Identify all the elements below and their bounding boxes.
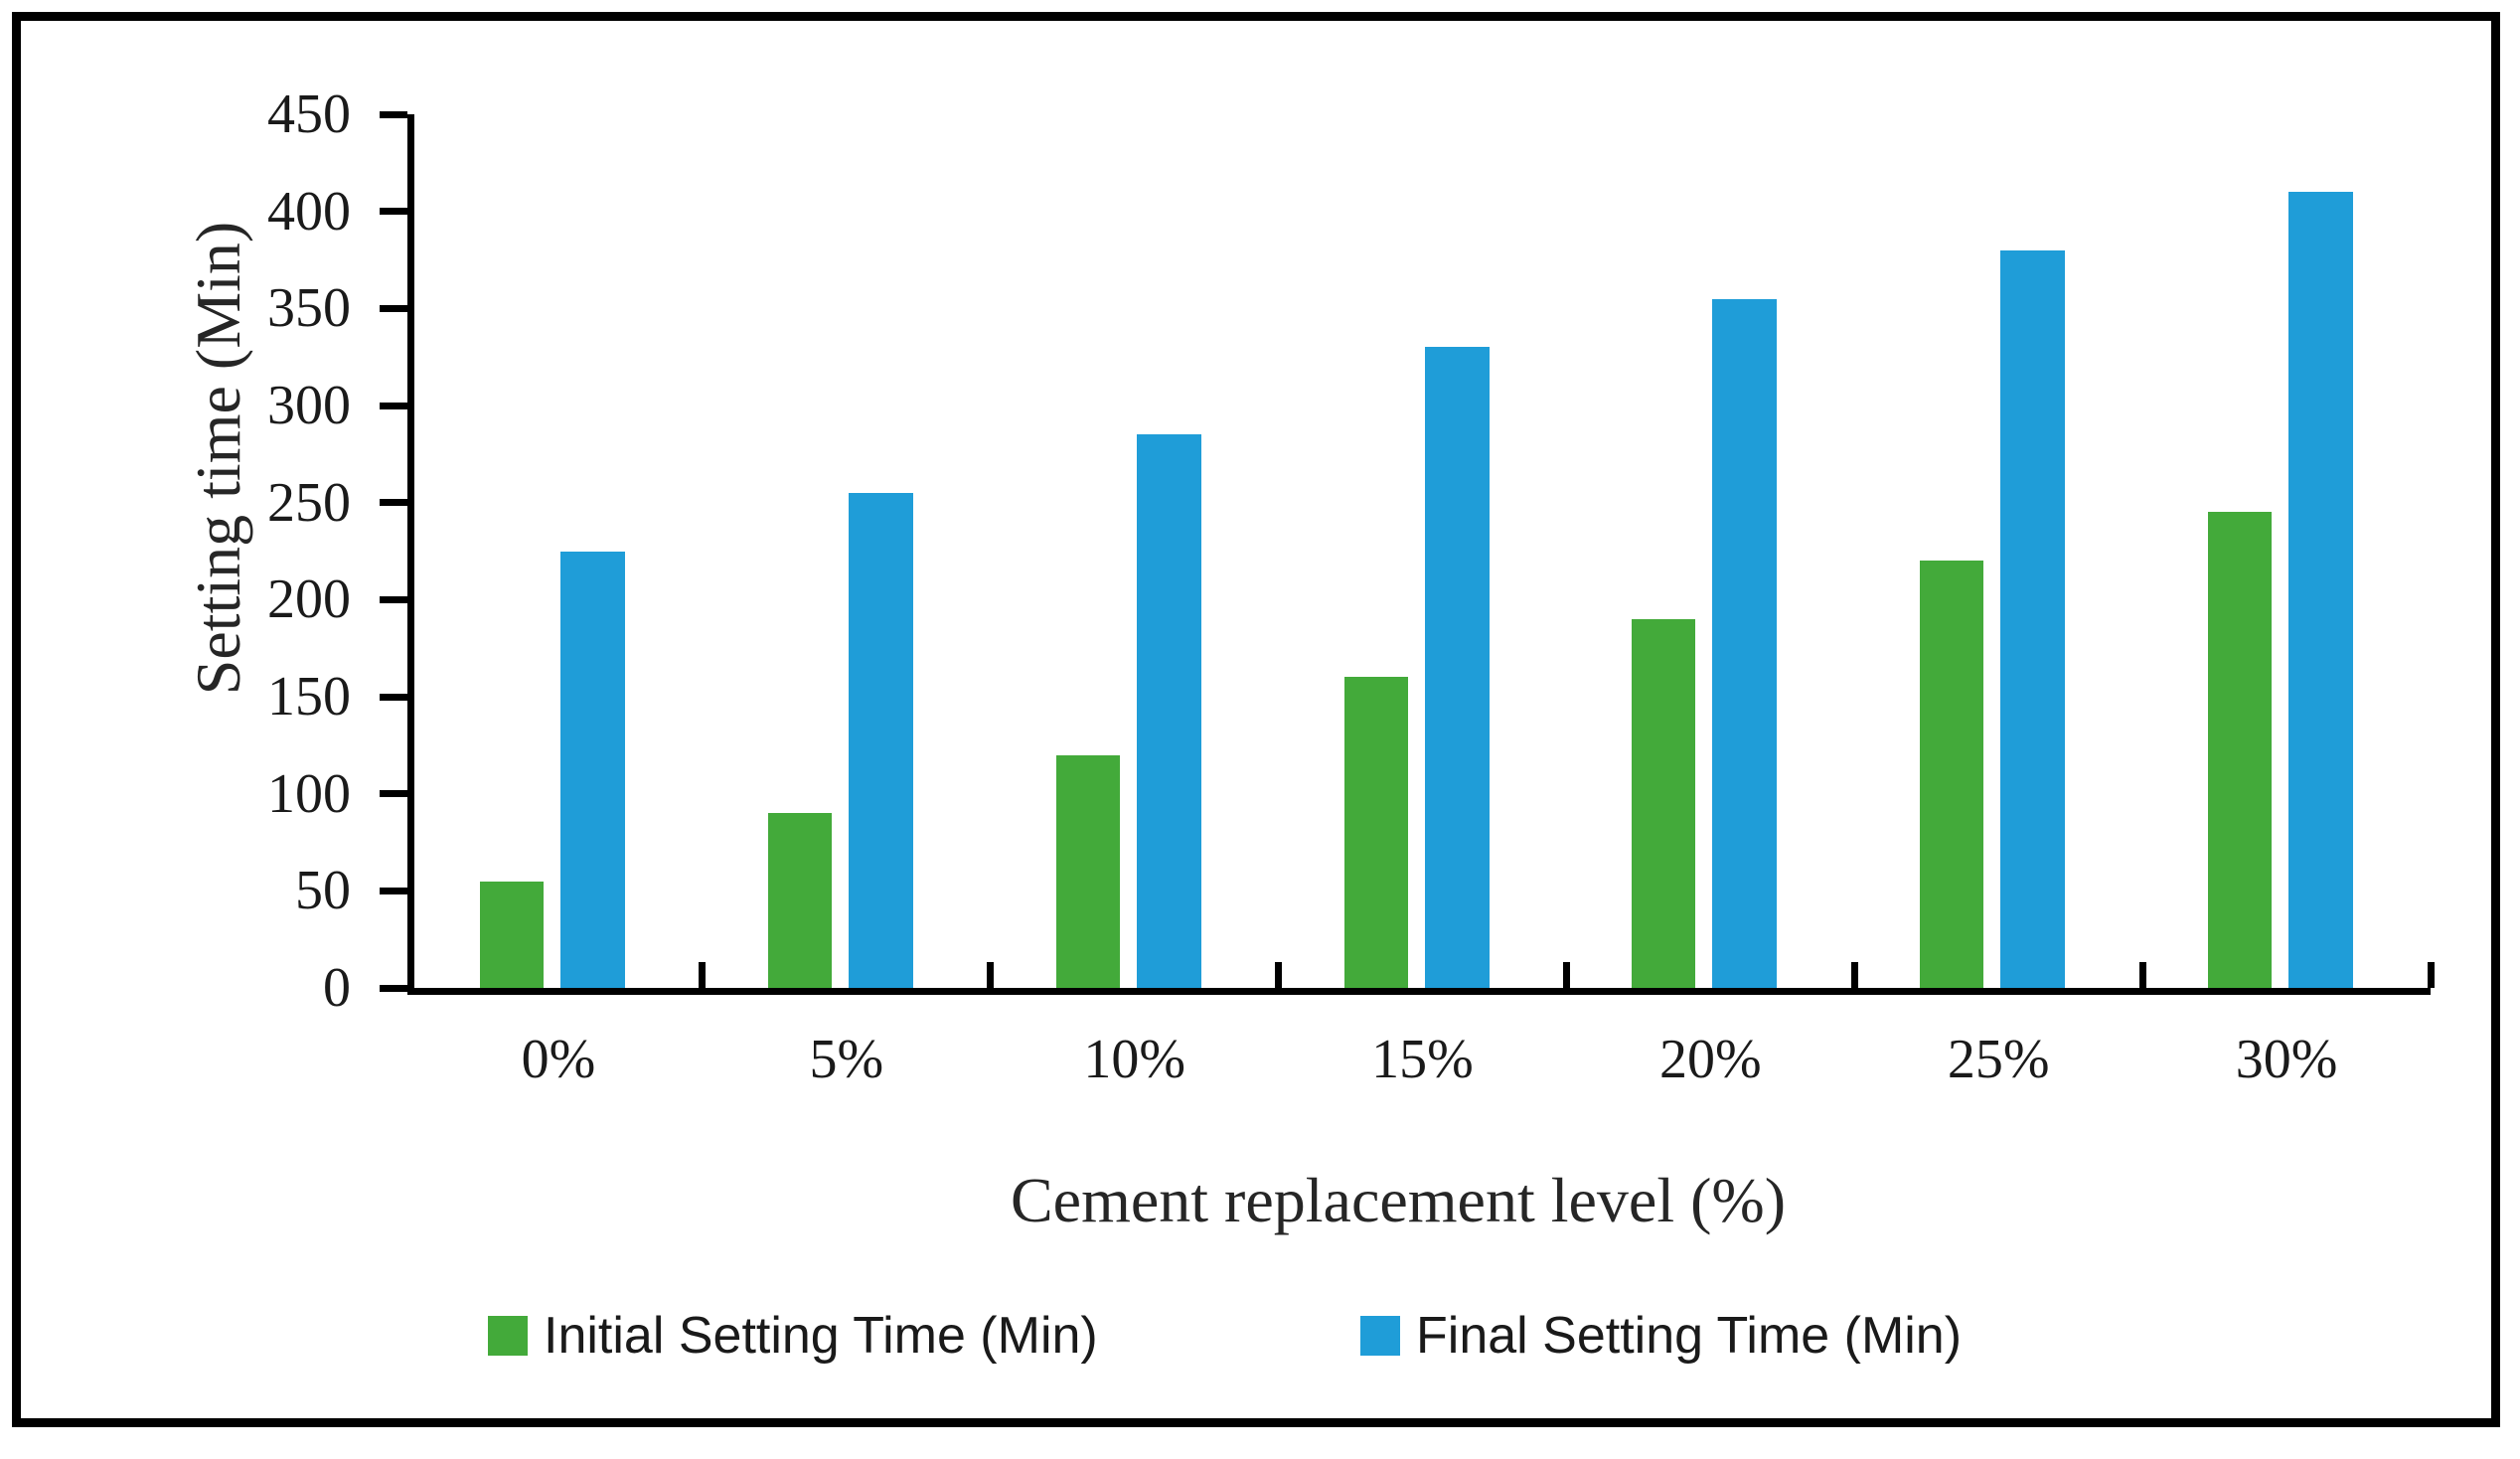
chart-frame: Setting time (Min) 0 50 100 150 200 250 300 350… (12, 12, 2500, 1427)
bar-initial-5% (767, 813, 832, 988)
y-axis-tick-mark (380, 790, 407, 798)
y-tick-label: 350 (267, 277, 351, 340)
y-tick-label: 300 (267, 375, 351, 436)
y-tick-label: 450 (267, 83, 351, 145)
bar-final-0% (560, 551, 625, 988)
x-tick-label: 10% (1083, 1029, 1185, 1090)
bar-final-30% (2288, 192, 2354, 988)
y-tick-label: 200 (267, 568, 351, 631)
plot-area (407, 114, 2431, 995)
x-tick-label: 20% (1659, 1029, 1762, 1090)
x-axis-tick-mark (2427, 962, 2435, 988)
bar-final-10% (1136, 434, 1201, 988)
bar-initial-10% (1055, 754, 1120, 988)
x-tick-label: 30% (2235, 1029, 2338, 1090)
y-tick-label: 100 (267, 762, 351, 825)
y-axis-tick-mark (380, 304, 407, 312)
bar-final-15% (1424, 347, 1490, 988)
bar-initial-20% (1632, 618, 1696, 988)
y-axis-tick-mark (380, 208, 407, 216)
x-tick-label: 25% (1947, 1029, 2050, 1090)
bar-initial-25% (1920, 561, 1984, 988)
y-tick-label: 0 (323, 957, 351, 1019)
y-axis-tick-mark (380, 693, 407, 701)
bar-final-25% (2000, 249, 2066, 988)
y-tick-label: 150 (267, 666, 351, 728)
y-tick-label: 50 (295, 860, 351, 922)
x-tick-label: 0% (521, 1029, 596, 1090)
y-axis-tick-mark (380, 499, 407, 507)
y-axis-tick-mark (380, 402, 407, 409)
x-axis-tick-mark (987, 962, 995, 988)
bar-initial-0% (480, 881, 544, 988)
x-axis-tick-mark (1275, 962, 1283, 988)
x-tick-label: 15% (1371, 1029, 1474, 1090)
legend-label-final: Final Setting Time (Min) (1416, 1307, 1963, 1365)
legend-label-initial: Initial Setting Time (Min) (544, 1307, 1098, 1365)
y-axis-tick-mark (380, 595, 407, 603)
x-axis-tick-mark (699, 962, 707, 988)
x-axis-tick-mark (1850, 962, 1858, 988)
x-tick-label: 5% (809, 1029, 884, 1090)
y-tick-label: 250 (267, 471, 351, 534)
x-axis-title: Cement replacement level (%) (1010, 1165, 1787, 1235)
bar-initial-15% (1343, 677, 1408, 988)
x-axis-tick-mark (1562, 962, 1570, 988)
y-axis-tick-mark (380, 984, 407, 992)
y-axis-tick-mark (380, 887, 407, 894)
bar-final-20% (1712, 298, 1778, 988)
y-tick-label: 400 (267, 180, 351, 243)
legend-item-initial-setting-time: Initial Setting Time (Min) (488, 1301, 1098, 1371)
legend-swatch-initial-icon (488, 1316, 528, 1356)
x-axis-tick-mark (2138, 962, 2146, 988)
legend-item-final-setting-time: Final Setting Time (Min) (1360, 1301, 1962, 1371)
y-axis-tick-mark (380, 110, 407, 118)
legend-swatch-final-icon (1360, 1316, 1400, 1356)
bar-final-5% (848, 492, 913, 988)
bar-initial-30% (2208, 512, 2273, 988)
